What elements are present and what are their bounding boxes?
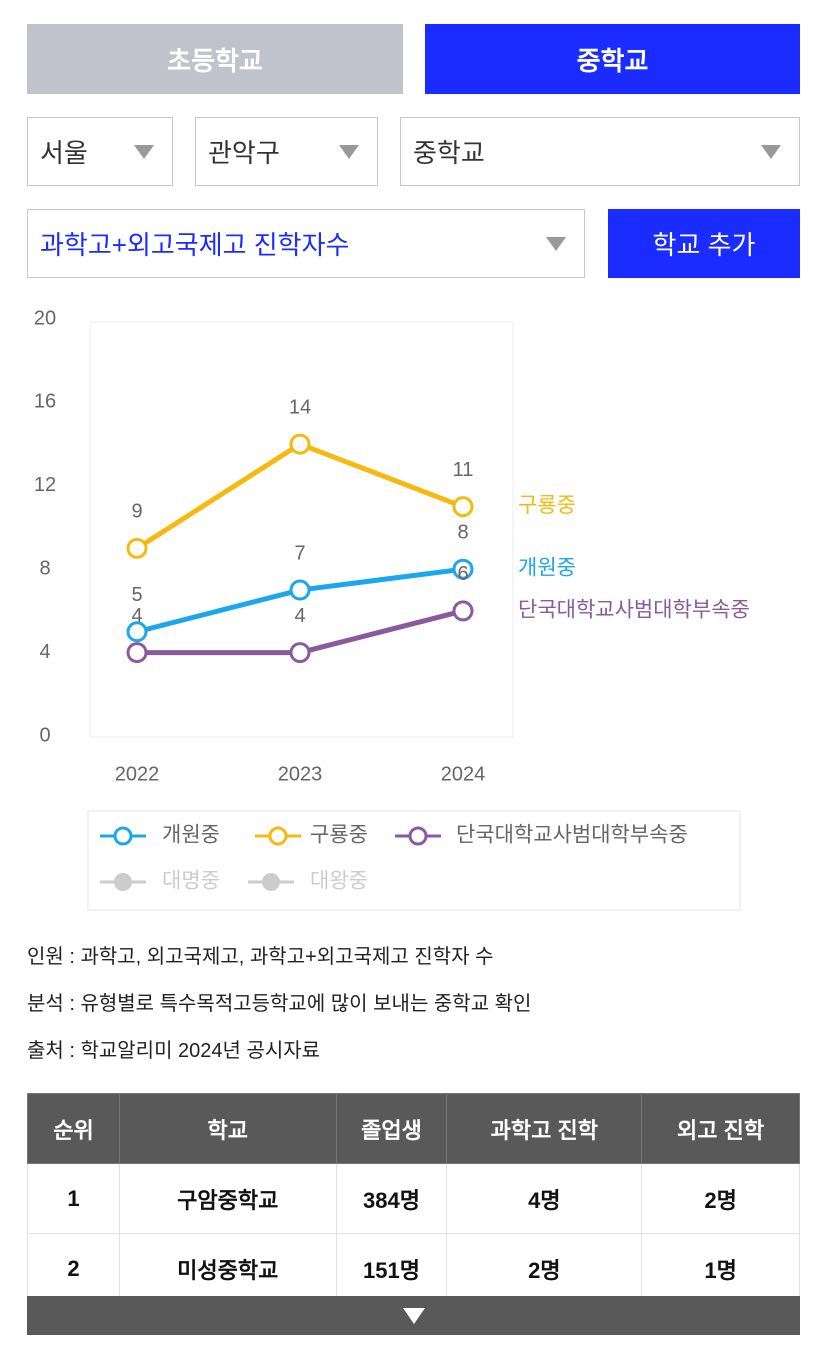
series-end-label: 개원중: [518, 557, 576, 580]
cell: 151명: [335, 1233, 448, 1304]
data-point: [452, 558, 474, 580]
header-cell: 순위: [27, 1093, 120, 1164]
dropdown-arrow: [339, 144, 359, 159]
data-label: 6: [457, 563, 468, 585]
y-tick-label: 0: [39, 724, 50, 746]
note: 인원 : 과학고, 외고국제고, 과학고+외고국제고 진학자 수: [27, 946, 494, 968]
data-label: 14: [289, 396, 311, 418]
y-tick-label: 16: [34, 391, 56, 413]
y-tick-label: 20: [34, 307, 56, 329]
tab-elementary[interactable]: 초등학교: [27, 24, 403, 94]
district-select[interactable]: 관악구: [195, 117, 378, 186]
data-label: 7: [294, 542, 305, 564]
legend-label: 구룡중: [310, 824, 368, 847]
y-tick-label: 4: [39, 641, 50, 663]
expand-arrow: [403, 1308, 425, 1324]
legend-label: 대왕중: [310, 870, 368, 893]
data-label: 8: [457, 521, 468, 543]
cell: 2명: [641, 1163, 800, 1234]
note: 분석 : 유형별로 특수목적고등학교에 많이 보내는 중학교 확인: [27, 993, 532, 1015]
legend-label: 대명중: [162, 870, 220, 893]
dropdown-arrow: [546, 236, 566, 251]
data-point: [452, 600, 474, 622]
data-point: [126, 621, 148, 643]
data-point: [289, 579, 311, 601]
data-label: 11: [453, 459, 474, 481]
cell: 384명: [335, 1163, 448, 1234]
data-label: 9: [131, 501, 142, 523]
cell: 1명: [641, 1233, 800, 1304]
metric-text: 과학고+외고국제고 진학자수: [40, 230, 350, 260]
ranking-table: 순위 학교 졸업생 과학고 진학 외고 진학 1 구암중학교 384명 4명 2…: [27, 1093, 800, 1304]
note: 출처 : 학교알리미 2024년 공시자료: [27, 1040, 321, 1062]
district-text: 관악구: [208, 138, 280, 168]
legend-marker: [114, 873, 132, 891]
cell: 2명: [446, 1233, 643, 1304]
data-point: [452, 496, 474, 518]
x-tick-label: 2024: [441, 763, 486, 785]
row: 1 구암중학교 384명 4명 2명: [27, 1163, 800, 1234]
level-select[interactable]: 중학교: [400, 117, 800, 186]
x-tick-label: 2023: [278, 763, 323, 785]
metric-select[interactable]: 과학고+외고국제고 진학자수: [27, 209, 585, 278]
y-tick-label: 12: [34, 474, 56, 496]
row: 2 미성중학교 151명 2명 1명: [27, 1233, 800, 1304]
cell: 4명: [446, 1163, 643, 1234]
region-select[interactable]: 서울: [27, 117, 173, 186]
legend-label: 단국대학교사범대학부속중: [456, 824, 688, 847]
series-line: [135, 441, 464, 551]
level-text: 중학교: [413, 138, 485, 168]
dropdown-arrow: [134, 144, 154, 159]
legend-marker: [113, 826, 133, 846]
region-text: 서울: [40, 138, 88, 168]
legend-label: 개원중: [162, 824, 220, 847]
data-point: [126, 642, 148, 664]
header-row: 순위 학교 졸업생 과학고 진학 외고 진학: [27, 1093, 800, 1164]
tab-middle[interactable]: 중학교: [425, 24, 800, 94]
series-end-label: 구룡중: [518, 494, 576, 517]
data-point: [289, 433, 311, 455]
legend-marker: [408, 826, 428, 846]
header-cell: 과학고 진학: [446, 1093, 643, 1164]
y-tick-label: 8: [39, 557, 50, 579]
legend-frame: [87, 810, 741, 911]
cell: 2: [27, 1233, 120, 1304]
header-cell: 외고 진학: [641, 1093, 800, 1164]
add-school-button[interactable]: 학교 추가: [608, 209, 800, 278]
cell: 구암중학교: [118, 1163, 337, 1234]
header-cell: 졸업생: [335, 1093, 448, 1164]
legend-marker: [262, 873, 280, 891]
cell: 미성중학교: [118, 1233, 337, 1304]
plot-frame: [89, 321, 514, 738]
data-label: 4: [294, 605, 305, 627]
data-label: 4: [131, 605, 142, 627]
chart: 0 4 8 12 16 20 2022 2023 2024 5 7 8 개원중 9 14 11 구룡중 4 4 6 단국…: [34, 307, 750, 911]
x-tick-label: 2022: [115, 763, 160, 785]
legend-marker: [268, 826, 288, 846]
data-label: 5: [131, 584, 142, 606]
cell: 1: [27, 1163, 120, 1234]
series-end-label: 단국대학교사범대학부속중: [518, 598, 750, 621]
header-cell: 학교: [118, 1093, 337, 1164]
data-point: [289, 642, 311, 664]
dropdown-arrow: [761, 144, 781, 159]
data-point: [126, 537, 148, 559]
expand-button[interactable]: [27, 1296, 800, 1335]
